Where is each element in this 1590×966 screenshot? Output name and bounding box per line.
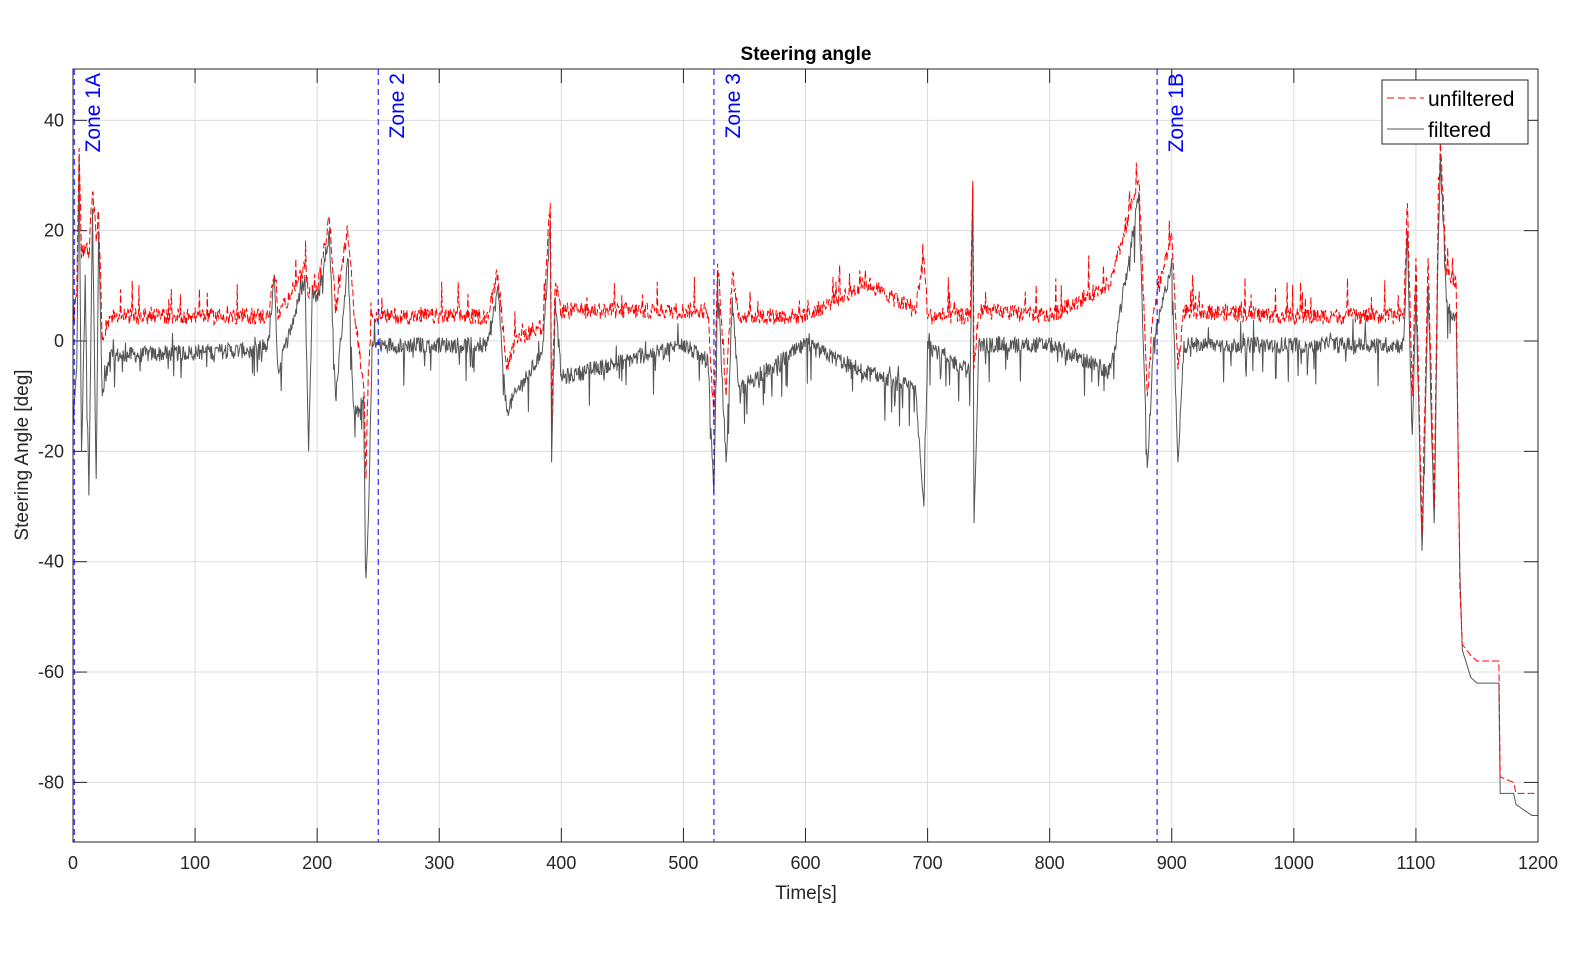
y-tick-label: 0 xyxy=(54,331,64,351)
zone-label: Zone 1A xyxy=(82,73,105,152)
zone-label: Zone 3 xyxy=(722,73,745,138)
x-tick-label: 200 xyxy=(302,853,332,873)
x-tick-label: 800 xyxy=(1035,853,1065,873)
x-tick-label: 600 xyxy=(790,853,820,873)
chart-title: Steering angle xyxy=(741,44,872,65)
x-tick-label: 700 xyxy=(913,853,943,873)
plot-lines xyxy=(73,142,1538,816)
zone-label: Zone 1B xyxy=(1165,73,1188,152)
legend-filtered-label: filtered xyxy=(1428,119,1491,142)
x-tick-label: 500 xyxy=(668,853,698,873)
axis-ticks: 0 100 200 300 400 500 600 700 800 900 1000 1100 1200… xyxy=(38,69,1558,873)
y-tick-label: -80 xyxy=(38,772,64,792)
zone-label: Zone 2 xyxy=(386,73,409,138)
legend: unfiltered filtered xyxy=(1381,79,1529,145)
y-tick-label: -60 xyxy=(38,662,64,682)
x-tick-label: 100 xyxy=(180,853,210,873)
y-tick-label: 40 xyxy=(44,110,64,130)
y-tick-label: -20 xyxy=(38,441,64,461)
y-tick-label: -40 xyxy=(38,552,64,572)
x-axis-label: Time[s] xyxy=(775,883,837,904)
x-tick-label: 1100 xyxy=(1397,853,1436,873)
x-tick-label: 0 xyxy=(68,853,78,873)
series-unfiltered-line xyxy=(73,142,1538,794)
x-tick-label: 300 xyxy=(424,853,454,873)
y-axis-label: Steering Angle [deg] xyxy=(12,369,33,540)
axes-box xyxy=(72,68,1539,843)
legend-unfiltered-label: unfiltered xyxy=(1428,88,1514,111)
zone-markers: Zone 1A Zone 2 Zone 3 Zone 1B xyxy=(73,69,1188,842)
x-tick-label: 900 xyxy=(1157,853,1187,873)
y-tick-label: 20 xyxy=(44,221,64,241)
legend-box xyxy=(1381,79,1529,145)
x-tick-label: 1000 xyxy=(1274,853,1314,873)
x-tick-label: 1200 xyxy=(1518,853,1558,873)
x-tick-label: 400 xyxy=(546,853,576,873)
